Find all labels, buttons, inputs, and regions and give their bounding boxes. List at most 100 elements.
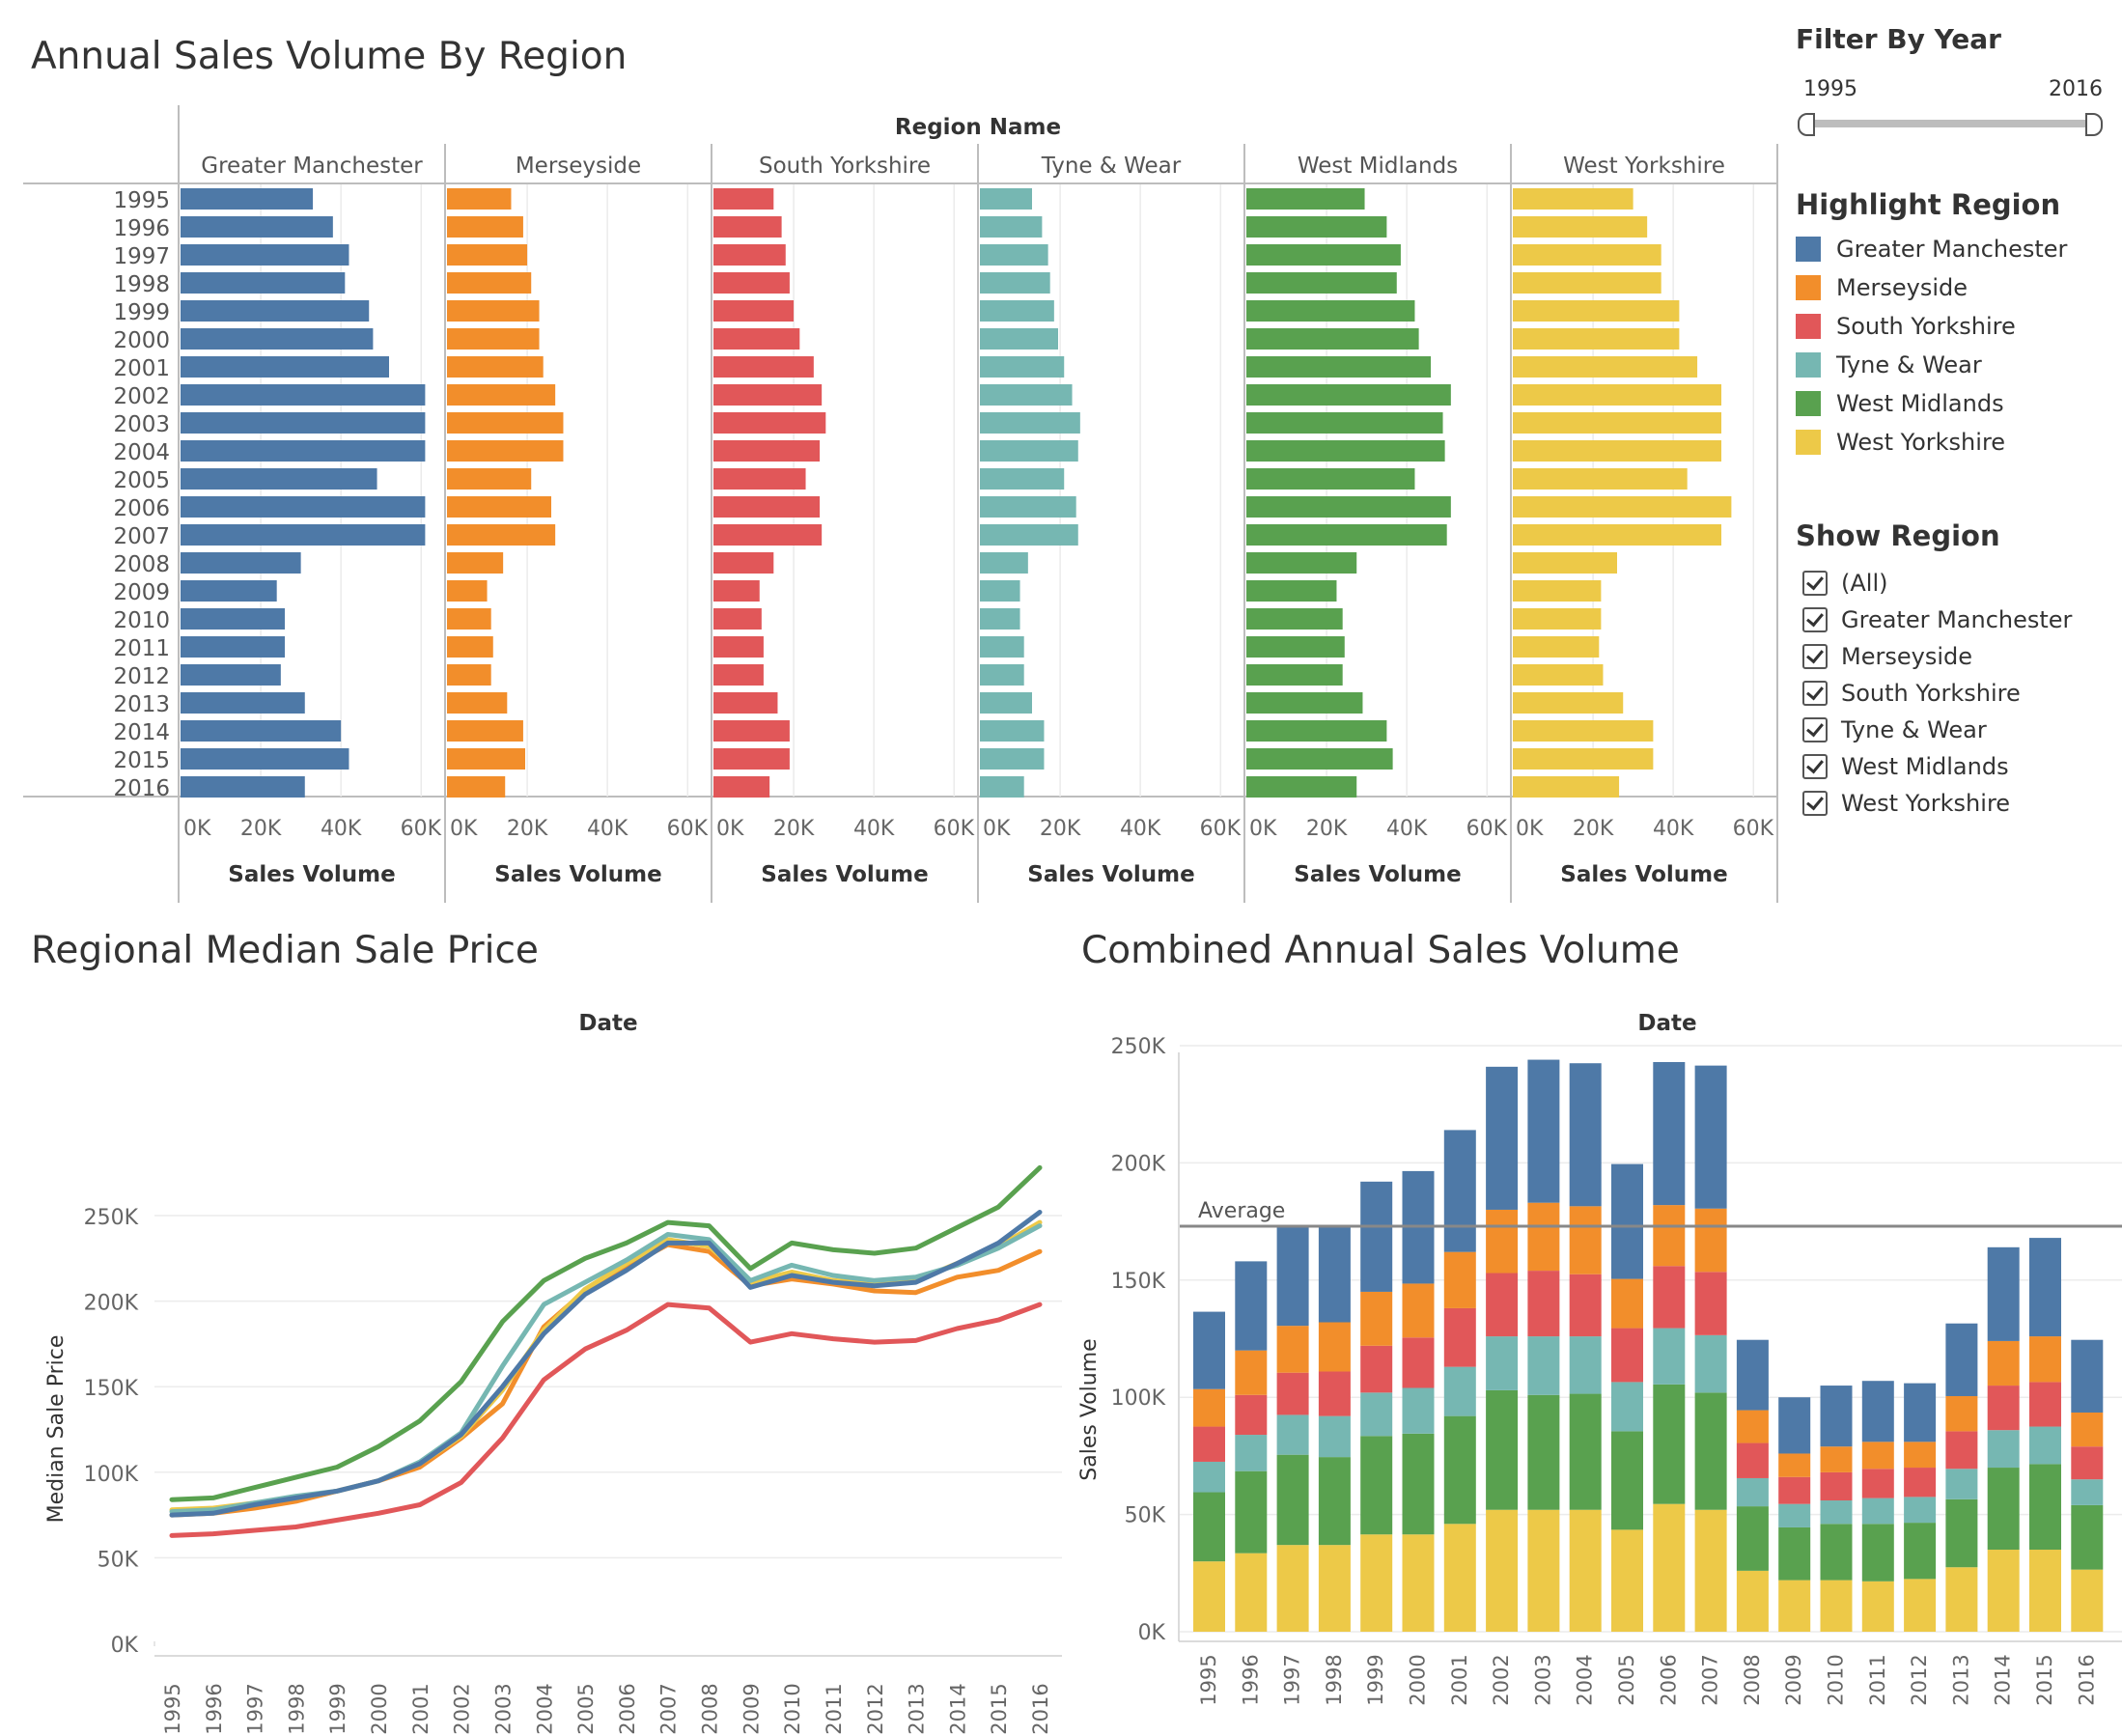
- bar-segment-merseyside-2000: [1402, 1283, 1435, 1338]
- year-slider-max-handle[interactable]: [2085, 113, 2103, 136]
- legend-label: South Yorkshire: [1836, 313, 2016, 340]
- bar-west-yorkshire-2008: [1513, 552, 1617, 574]
- year-label: 1998: [113, 272, 170, 297]
- bar-south-yorkshire-1995: [713, 188, 774, 210]
- bar-segment-south-yorkshire-1996: [1235, 1394, 1268, 1436]
- bar-tyne-wear-2005: [980, 468, 1065, 490]
- checkbox-all[interactable]: (All): [1802, 569, 1887, 598]
- y-tick-label: 150K: [84, 1377, 139, 1401]
- checkbox-label: Tyne & Wear: [1841, 716, 1987, 743]
- bar-south-yorkshire-1999: [713, 300, 795, 322]
- bar-segment-west-midlands-2015: [2029, 1464, 2061, 1551]
- bar-west-midlands-2012: [1246, 664, 1343, 686]
- bar-segment-west-midlands-2010: [1820, 1524, 1853, 1581]
- x-tick-label: 2000: [368, 1683, 391, 1734]
- bar-greater-manchester-2010: [181, 608, 285, 630]
- bar-merseyside-2013: [447, 692, 508, 714]
- bar-west-midlands-2015: [1246, 748, 1393, 770]
- bar-tyne-wear-1998: [980, 272, 1050, 294]
- x-axis-label: Sales Volume: [1294, 862, 1461, 887]
- bar-segment-west-midlands-2007: [1694, 1392, 1727, 1510]
- bar-tyne-wear-2000: [980, 328, 1058, 350]
- bar-segment-west-midlands-1998: [1318, 1457, 1351, 1546]
- bar-segment-merseyside-2003: [1527, 1202, 1560, 1272]
- bar-segment-greater-manchester-1995: [1193, 1311, 1225, 1389]
- bar-south-yorkshire-1998: [713, 272, 790, 294]
- bar-segment-tyne-wear-2016: [2071, 1479, 2104, 1505]
- bar-merseyside-2010: [447, 608, 491, 630]
- panel-header-merseyside: Merseyside: [516, 154, 641, 179]
- bar-segment-tyne-wear-1999: [1360, 1392, 1393, 1437]
- bar-tyne-wear-2008: [980, 552, 1028, 574]
- checkbox-west-midlands[interactable]: West Midlands: [1802, 752, 2009, 781]
- bar-segment-west-midlands-2016: [2071, 1504, 2104, 1570]
- year-slider-min-handle[interactable]: [1798, 113, 1815, 136]
- checkbox-merseyside[interactable]: Merseyside: [1802, 642, 1972, 671]
- legend-item-west-yorkshire[interactable]: West Yorkshire: [1796, 428, 2005, 457]
- bar-tyne-wear-2007: [980, 524, 1078, 546]
- filter-title: Filter By Year: [1796, 23, 2001, 55]
- y-axis-label: Sales Volume: [1077, 1338, 1102, 1480]
- bar-segment-south-yorkshire-2004: [1569, 1274, 1602, 1337]
- year-label: 2005: [113, 468, 170, 493]
- bar-segment-tyne-wear-2005: [1611, 1382, 1643, 1432]
- bar-greater-manchester-2013: [181, 692, 305, 714]
- checkbox-south-yorkshire[interactable]: South Yorkshire: [1802, 679, 2021, 708]
- bar-segment-merseyside-2016: [2071, 1412, 2104, 1447]
- bar-west-yorkshire-1995: [1513, 188, 1633, 210]
- checkbox-icon[interactable]: [1802, 791, 1828, 816]
- y-tick-label: 250K: [1111, 1035, 1166, 1059]
- bar-segment-tyne-wear-2007: [1694, 1334, 1727, 1393]
- bar-west-midlands-2008: [1246, 552, 1357, 574]
- bar-west-yorkshire-2007: [1513, 524, 1721, 546]
- bar-south-yorkshire-2011: [713, 636, 764, 658]
- legend-item-merseyside[interactable]: Merseyside: [1796, 273, 1968, 302]
- bar-segment-tyne-wear-2014: [1987, 1430, 2020, 1469]
- x-tick-label: 40K: [321, 817, 362, 841]
- checkbox-icon[interactable]: [1802, 681, 1828, 706]
- checkbox-icon[interactable]: [1802, 607, 1828, 632]
- bar-segment-west-yorkshire-2010: [1820, 1580, 1853, 1632]
- bar-merseyside-2002: [447, 384, 556, 406]
- year-slider-track[interactable]: [1803, 120, 2095, 127]
- bar-west-yorkshire-1998: [1513, 272, 1661, 294]
- legend-item-south-yorkshire[interactable]: South Yorkshire: [1796, 312, 2016, 341]
- checkbox-icon[interactable]: [1802, 754, 1828, 779]
- bar-segment-tyne-wear-2010: [1820, 1500, 1853, 1525]
- bar-segment-south-yorkshire-2014: [1987, 1386, 2020, 1431]
- year-label: 2010: [113, 608, 170, 633]
- checkbox-icon[interactable]: [1802, 571, 1828, 596]
- year-label: 2014: [113, 720, 170, 745]
- bar-segment-greater-manchester-2008: [1736, 1339, 1769, 1411]
- bar-segment-west-yorkshire-2012: [1904, 1579, 1937, 1632]
- bar-segment-merseyside-2013: [1945, 1395, 1978, 1432]
- panel-header-greater-manchester: Greater Manchester: [201, 154, 423, 179]
- bar-segment-merseyside-2007: [1694, 1208, 1727, 1273]
- legend-item-west-midlands[interactable]: West Midlands: [1796, 389, 2004, 418]
- x-tick-label: 2007: [657, 1683, 681, 1734]
- x-tick-label: 2008: [1741, 1654, 1764, 1705]
- legend-item-tyne-wear[interactable]: Tyne & Wear: [1796, 350, 1982, 379]
- checkbox-label: West Midlands: [1841, 753, 2009, 780]
- bar-west-midlands-1997: [1246, 244, 1401, 266]
- bar-merseyside-1995: [447, 188, 512, 210]
- bar-west-yorkshire-1997: [1513, 244, 1661, 266]
- bar-segment-west-midlands-1996: [1235, 1470, 1268, 1554]
- checkbox-greater-manchester[interactable]: Greater Manchester: [1802, 605, 2072, 634]
- bar-segment-tyne-wear-2003: [1527, 1336, 1560, 1395]
- bar-segment-greater-manchester-2010: [1820, 1386, 1853, 1447]
- bar-greater-manchester-2006: [181, 496, 426, 518]
- bar-segment-merseyside-2006: [1653, 1205, 1686, 1267]
- checkbox-label: Greater Manchester: [1841, 606, 2073, 633]
- swatch-icon: [1796, 314, 1821, 339]
- checkbox-icon[interactable]: [1802, 644, 1828, 669]
- x-tick-label: 2016: [2075, 1654, 2098, 1705]
- bar-segment-west-midlands-2000: [1402, 1433, 1435, 1535]
- checkbox-tyne-wear[interactable]: Tyne & Wear: [1802, 715, 1987, 744]
- checkbox-icon[interactable]: [1802, 717, 1828, 742]
- bar-west-yorkshire-2004: [1513, 440, 1721, 462]
- bar-tyne-wear-2004: [980, 440, 1078, 462]
- checkbox-west-yorkshire[interactable]: West Yorkshire: [1802, 789, 2010, 818]
- legend-item-greater-manchester[interactable]: Greater Manchester: [1796, 235, 2067, 264]
- bar-segment-west-yorkshire-2015: [2029, 1550, 2061, 1632]
